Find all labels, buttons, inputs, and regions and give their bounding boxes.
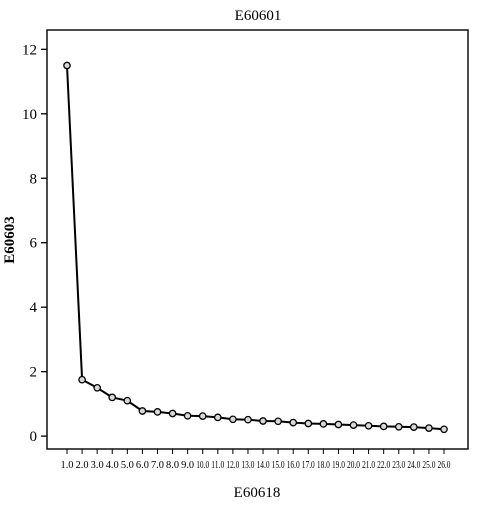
x-tick-label: 17.0 [302,459,315,471]
data-point [394,422,403,431]
data-point [379,422,388,431]
x-tick-label: 14.0 [257,459,270,471]
data-point [198,412,207,420]
x-tick-label: 25.0 [422,459,435,471]
x-tick-label: 23.0 [392,459,405,471]
x-tick-label: 11.0 [211,459,224,471]
x-tick-label: 3.0 [91,459,104,471]
data-point [138,407,147,415]
x-tick-label: 8.0 [166,459,179,471]
x-tick-label: 18.0 [317,459,330,471]
data-point [183,411,192,420]
x-tick-label: 24.0 [407,459,420,471]
x-tick-label: 9.0 [181,459,194,471]
x-axis-label: E60618 [234,485,281,501]
x-tick-label: 4.0 [106,459,119,471]
x-tick-label: 20.0 [347,459,360,471]
data-point [319,420,328,428]
x-tick-label: 10.0 [196,459,209,471]
data-point [259,417,267,425]
data-point [78,375,86,384]
y-tick-label: 4 [30,300,38,316]
x-tick-label: 1.0 [61,459,74,471]
plot-frame [46,29,469,450]
x-tick-label: 22.0 [377,459,390,471]
y-tick-label: 12 [22,42,37,58]
data-point [289,418,298,427]
x-tick-label: 19.0 [332,459,345,471]
y-tick-label: 8 [30,171,38,187]
data-point [425,424,433,432]
data-point [304,419,313,428]
x-tick-label: 2.0 [76,459,89,471]
x-tick-label: 7.0 [151,459,164,471]
y-axis: 0 2 4 6 8 10 12 [22,42,47,445]
x-tick-label: 15.0 [272,459,285,471]
data-point [93,383,102,392]
data-point [364,421,373,430]
data-point [334,420,343,429]
data-point [409,423,418,431]
x-axis: 1.0 2.0 3.0 4.0 5.0 6.0 7.0 8.0 9.0 10.0 11.0 12.0 1… [61,449,451,471]
data-point [349,421,358,429]
x-tick-label: 6.0 [136,459,149,471]
chart-title: E60601 [235,8,282,24]
data-point [63,61,71,70]
x-tick-label: 5.0 [121,459,134,471]
x-tick-label: 21.0 [362,459,375,471]
data-point [213,413,222,422]
data-point [440,425,448,434]
x-tick-label: 13.0 [241,459,254,471]
y-tick-label: 10 [22,107,37,123]
x-tick-label: 26.0 [438,459,451,471]
data-point [153,408,162,416]
data-point [108,393,117,402]
data-point [229,415,237,424]
y-tick-label: 0 [30,429,38,445]
data-point [168,409,177,418]
x-tick-label: 12.0 [226,459,239,471]
y-axis-label: E60603 [2,216,18,264]
data-point [244,415,252,424]
data-point [123,396,132,405]
y-tick-label: 2 [30,365,38,381]
x-tick-label: 16.0 [287,459,300,471]
series-line [63,61,448,434]
y-tick-label: 6 [30,236,38,252]
data-point [274,417,282,426]
